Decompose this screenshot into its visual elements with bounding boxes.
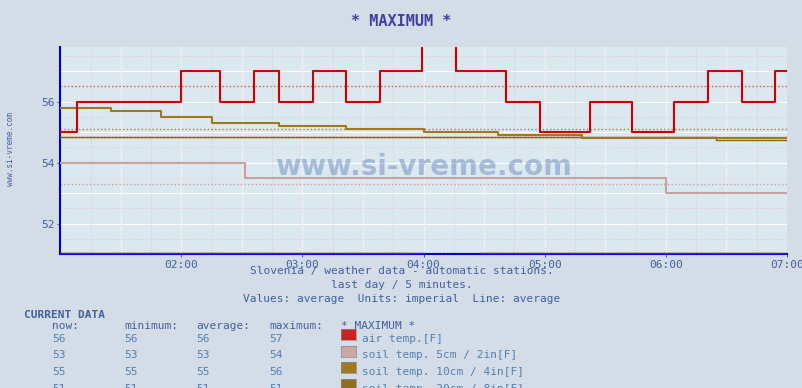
- Text: 56: 56: [269, 367, 282, 377]
- Text: 55: 55: [52, 367, 66, 377]
- Text: now:: now:: [52, 321, 79, 331]
- Text: 55: 55: [196, 367, 210, 377]
- Text: soil temp. 20cm / 8in[F]: soil temp. 20cm / 8in[F]: [362, 384, 524, 388]
- Text: CURRENT DATA: CURRENT DATA: [24, 310, 105, 320]
- Text: minimum:: minimum:: [124, 321, 178, 331]
- Text: soil temp. 5cm / 2in[F]: soil temp. 5cm / 2in[F]: [362, 350, 516, 360]
- Text: 56: 56: [124, 334, 138, 344]
- Text: 51: 51: [52, 384, 66, 388]
- Text: 51: 51: [196, 384, 210, 388]
- Text: average:: average:: [196, 321, 250, 331]
- Text: 51: 51: [124, 384, 138, 388]
- Text: 56: 56: [196, 334, 210, 344]
- Text: www.si-vreme.com: www.si-vreme.com: [6, 113, 15, 186]
- Text: * MAXIMUM *: * MAXIMUM *: [341, 321, 415, 331]
- Text: soil temp. 10cm / 4in[F]: soil temp. 10cm / 4in[F]: [362, 367, 524, 377]
- Text: 53: 53: [196, 350, 210, 360]
- Text: Slovenia / weather data - automatic stations.: Slovenia / weather data - automatic stat…: [249, 266, 553, 276]
- Text: air temp.[F]: air temp.[F]: [362, 334, 443, 344]
- Text: last day / 5 minutes.: last day / 5 minutes.: [330, 280, 472, 290]
- Text: 53: 53: [124, 350, 138, 360]
- Text: 55: 55: [124, 367, 138, 377]
- Text: 54: 54: [269, 350, 282, 360]
- Text: www.si-vreme.com: www.si-vreme.com: [275, 153, 571, 181]
- Text: Values: average  Units: imperial  Line: average: Values: average Units: imperial Line: av…: [242, 294, 560, 304]
- Text: * MAXIMUM *: * MAXIMUM *: [351, 14, 451, 29]
- Text: 56: 56: [52, 334, 66, 344]
- Text: 57: 57: [269, 334, 282, 344]
- Text: maximum:: maximum:: [269, 321, 322, 331]
- Text: 53: 53: [52, 350, 66, 360]
- Text: 51: 51: [269, 384, 282, 388]
